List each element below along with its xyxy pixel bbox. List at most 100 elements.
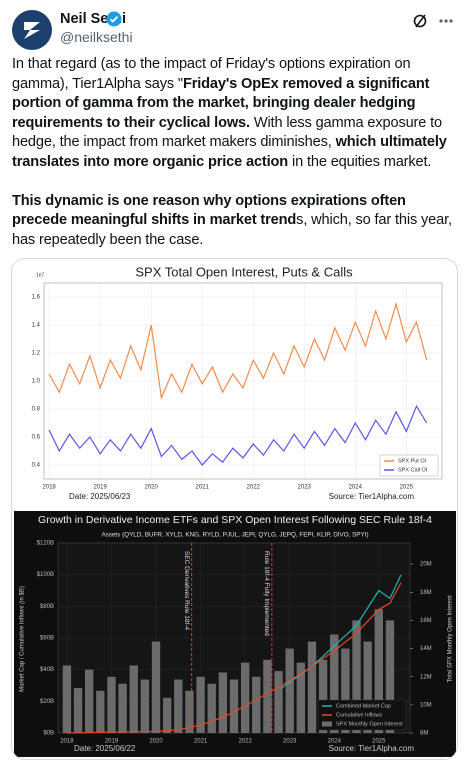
bar	[285, 648, 294, 733]
y-tick-label: 0.6	[32, 435, 41, 441]
bar	[240, 662, 250, 733]
annotation-label: Rule 18f-4 Fully Implemented	[263, 551, 270, 636]
x-tick-label: 2021	[195, 485, 209, 491]
bar	[252, 676, 261, 733]
y-tick-label: $0B	[43, 731, 54, 737]
legend-label: SPX Put OI	[398, 458, 427, 464]
avatar-logo	[24, 22, 40, 39]
annotation-label: SEC Derivatives Rule 18f-4	[183, 551, 190, 630]
y-tick-label: $80B	[40, 604, 54, 610]
x-tick-label: 2025	[372, 739, 386, 745]
legend-swatch	[322, 721, 332, 727]
series-line	[66, 582, 402, 734]
bar	[73, 687, 83, 733]
bar	[263, 659, 272, 733]
y2-tick-label: 12M	[420, 674, 432, 680]
legend-label: Cumulative Inflows	[336, 712, 382, 718]
plot-frame	[43, 282, 443, 480]
x-tick-label: 2019	[93, 485, 107, 491]
x-tick-label: 2018	[60, 739, 74, 745]
bar	[374, 609, 383, 733]
footer-source: Source: Tier1Alpha.com	[329, 492, 415, 501]
x-tick-label: 2023	[283, 739, 297, 745]
y-tick-label: $60B	[40, 636, 54, 642]
bar	[96, 690, 105, 733]
x-tick-label: 2021	[194, 739, 208, 745]
bar	[296, 662, 306, 733]
bar	[229, 679, 239, 733]
bar	[196, 676, 205, 733]
y2-axis-label: Total SPX Monthly Open Interest	[448, 595, 454, 682]
verified-badge	[106, 11, 122, 27]
bar	[185, 690, 194, 733]
y-tick-label: $20B	[40, 699, 54, 705]
chart: SPX Total Open Interest, Puts & Calls 1e…	[14, 261, 456, 509]
avatar[interactable]	[12, 10, 52, 50]
x-tick-label: 2025	[400, 485, 414, 491]
y2-tick-label: 8M	[420, 731, 428, 737]
bar	[162, 697, 172, 733]
y-tick-label: 1.2	[32, 351, 41, 357]
bar	[207, 683, 216, 733]
tweet-text: In that regard (as to the impact of Frid…	[12, 55, 460, 270]
x-tick-label: 2024	[328, 739, 342, 745]
scale-label: 1e7	[36, 272, 45, 278]
text: In that regard (as to the impact of Frid…	[12, 56, 411, 92]
bar	[151, 641, 161, 733]
bar	[318, 659, 328, 733]
legend-box	[317, 699, 407, 731]
bold-text: which ultimately translates into more or…	[12, 134, 447, 170]
media-card[interactable]: SPX Total Open Interest, Puts & Calls 1e…	[11, 258, 458, 760]
y2-tick-label: 10M	[420, 702, 432, 708]
y2-tick-label: 16M	[420, 618, 432, 624]
y2-tick-label: 18M	[420, 590, 432, 596]
series-line	[280, 574, 402, 690]
x-tick-label: 2018	[42, 485, 56, 491]
series-line	[48, 404, 428, 466]
legend-label: SPX Monthly Open Interest	[336, 721, 403, 727]
legend-label: SPX Call OI	[398, 467, 428, 473]
y-tick-label: $120B	[37, 541, 54, 547]
y-tick-label: 1.4	[32, 323, 41, 329]
bar	[85, 669, 94, 733]
footer-date: Date: 2025/06/23	[69, 492, 131, 501]
y-tick-label: 1.6	[32, 295, 41, 301]
bar	[118, 683, 127, 733]
chart-subtitle: Assets (QYLD, BUFR, XYLD, KNG, RYLD, PJU…	[101, 532, 368, 539]
text: With less gamma exposure to hedge, the i…	[12, 114, 443, 151]
x-tick-label: 2020	[144, 485, 158, 491]
bar	[140, 679, 150, 733]
y2-tick-label: 14M	[420, 646, 432, 652]
chart: Growth in Derivative Income ETFs and SPX…	[14, 511, 456, 757]
y-tick-label: 0.8	[32, 407, 41, 413]
bold-text: Friday's OpEx removed a significant port…	[12, 75, 430, 131]
y2-tick-label: 20M	[420, 562, 432, 568]
bar	[330, 634, 339, 733]
x-tick-label: 2019	[105, 739, 119, 745]
bar	[363, 641, 372, 733]
x-tick-label: 2020	[149, 739, 163, 745]
bar	[274, 671, 283, 733]
footer-source: Source: Tier1Alpha.com	[329, 744, 415, 753]
paragraph: In that regard (as to the impact of Frid…	[12, 55, 460, 172]
text: in the equities market.	[288, 153, 432, 170]
bar	[62, 665, 72, 733]
legend-box	[379, 454, 439, 477]
x-tick-label: 2023	[298, 485, 312, 491]
bar	[352, 620, 361, 733]
paragraph: This dynamic is one reason why options e…	[12, 192, 460, 251]
series-line	[48, 301, 428, 401]
x-tick-label: 2022	[247, 485, 261, 491]
y-tick-label: $40B	[40, 667, 54, 673]
y-tick-label: $100B	[37, 572, 54, 578]
bar	[341, 648, 350, 733]
bar	[218, 672, 228, 733]
header-icons[interactable]	[413, 12, 455, 30]
chart-title: Growth in Derivative Income ETFs and SPX…	[38, 514, 432, 526]
chart-title: SPX Total Open Interest, Puts & Calls	[135, 264, 353, 279]
handle[interactable]: @neilksethi	[60, 29, 133, 45]
bar	[174, 679, 183, 733]
x-tick-label: 2022	[238, 739, 252, 745]
bar	[307, 641, 317, 733]
